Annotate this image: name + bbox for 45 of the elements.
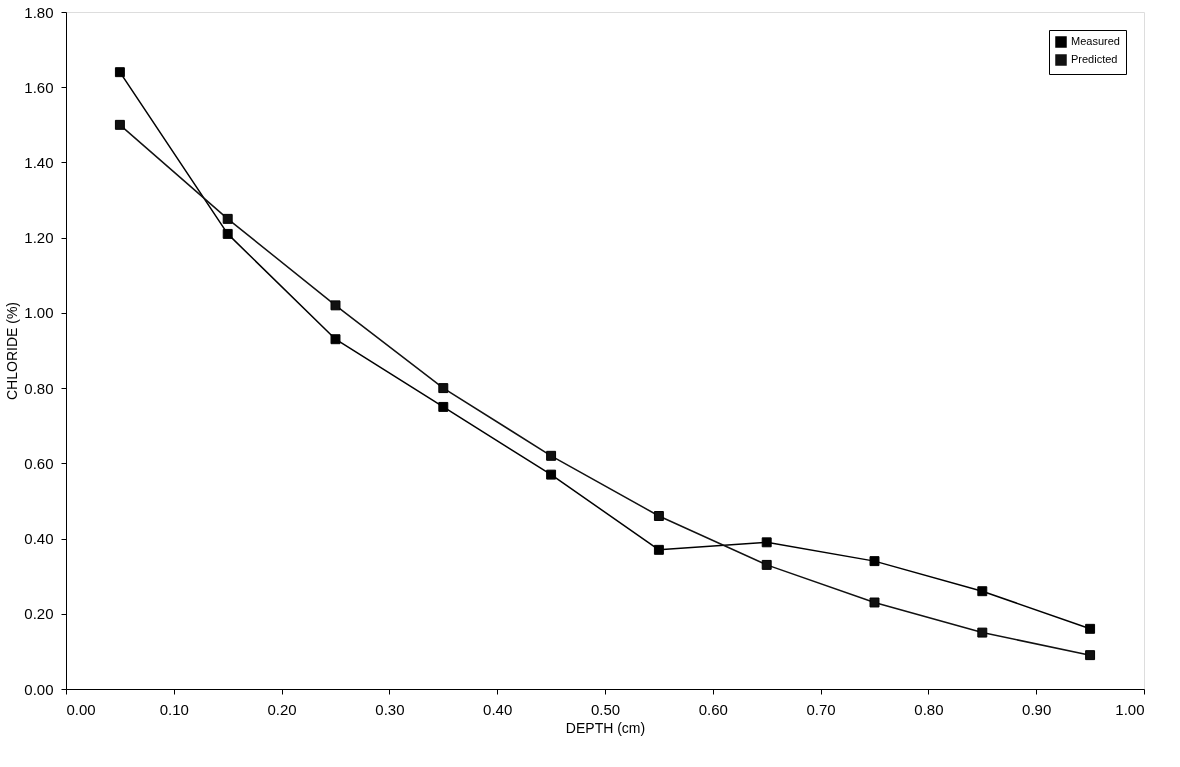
legend-label: Predicted: [1071, 53, 1118, 65]
x-tick-label: 0.70: [806, 700, 836, 718]
y-tick-label: 0.20: [24, 605, 54, 623]
point: [653, 544, 664, 555]
point: [114, 119, 125, 130]
y-tick-label: 1.20: [24, 229, 54, 247]
y-tick-label: 1.80: [24, 3, 54, 21]
point: [977, 586, 988, 597]
legend-label: Measured: [1071, 35, 1120, 47]
point: [761, 559, 772, 570]
point: [653, 511, 664, 521]
point: [114, 67, 125, 78]
point: [869, 556, 880, 567]
point: [1085, 650, 1096, 661]
y-tick-label: 0.60: [24, 454, 54, 472]
y-tick-label: 1.40: [24, 153, 54, 171]
point: [869, 597, 880, 608]
x-tick-label: 0.30: [375, 700, 405, 718]
y-tick-label: 0.80: [24, 379, 54, 397]
y-tick-label: 1.60: [24, 78, 54, 96]
point: [222, 228, 233, 239]
point: [977, 627, 988, 638]
x-tick-label: 0.60: [698, 700, 728, 718]
x-tick-label: 0.20: [267, 700, 297, 718]
y-tick-label: 0.00: [24, 680, 54, 698]
x-tick-label: 0.80: [914, 700, 944, 718]
point: [761, 537, 772, 548]
x-tick-label: 0.50: [590, 700, 621, 718]
point: [546, 469, 557, 480]
point: [222, 213, 233, 224]
point: [438, 383, 449, 394]
x-tick-label: 0.40: [483, 700, 513, 718]
point: [1085, 623, 1096, 634]
x-tick-label: 0.90: [1022, 700, 1052, 718]
x-tick-label: 0.00: [66, 700, 96, 718]
y-tick-label: 1.00: [24, 304, 54, 322]
x-axis-title: DEPTH (cm): [565, 719, 646, 736]
x-tick-label: 1.00: [1115, 700, 1145, 718]
x-tick-label: 0.10: [159, 700, 189, 718]
y-axis-title: CHLORIDE (%): [4, 301, 21, 401]
point: [546, 450, 557, 461]
point: [330, 334, 341, 345]
point: [330, 300, 341, 311]
y-tick-label: 0.40: [24, 530, 54, 548]
point: [438, 401, 449, 412]
